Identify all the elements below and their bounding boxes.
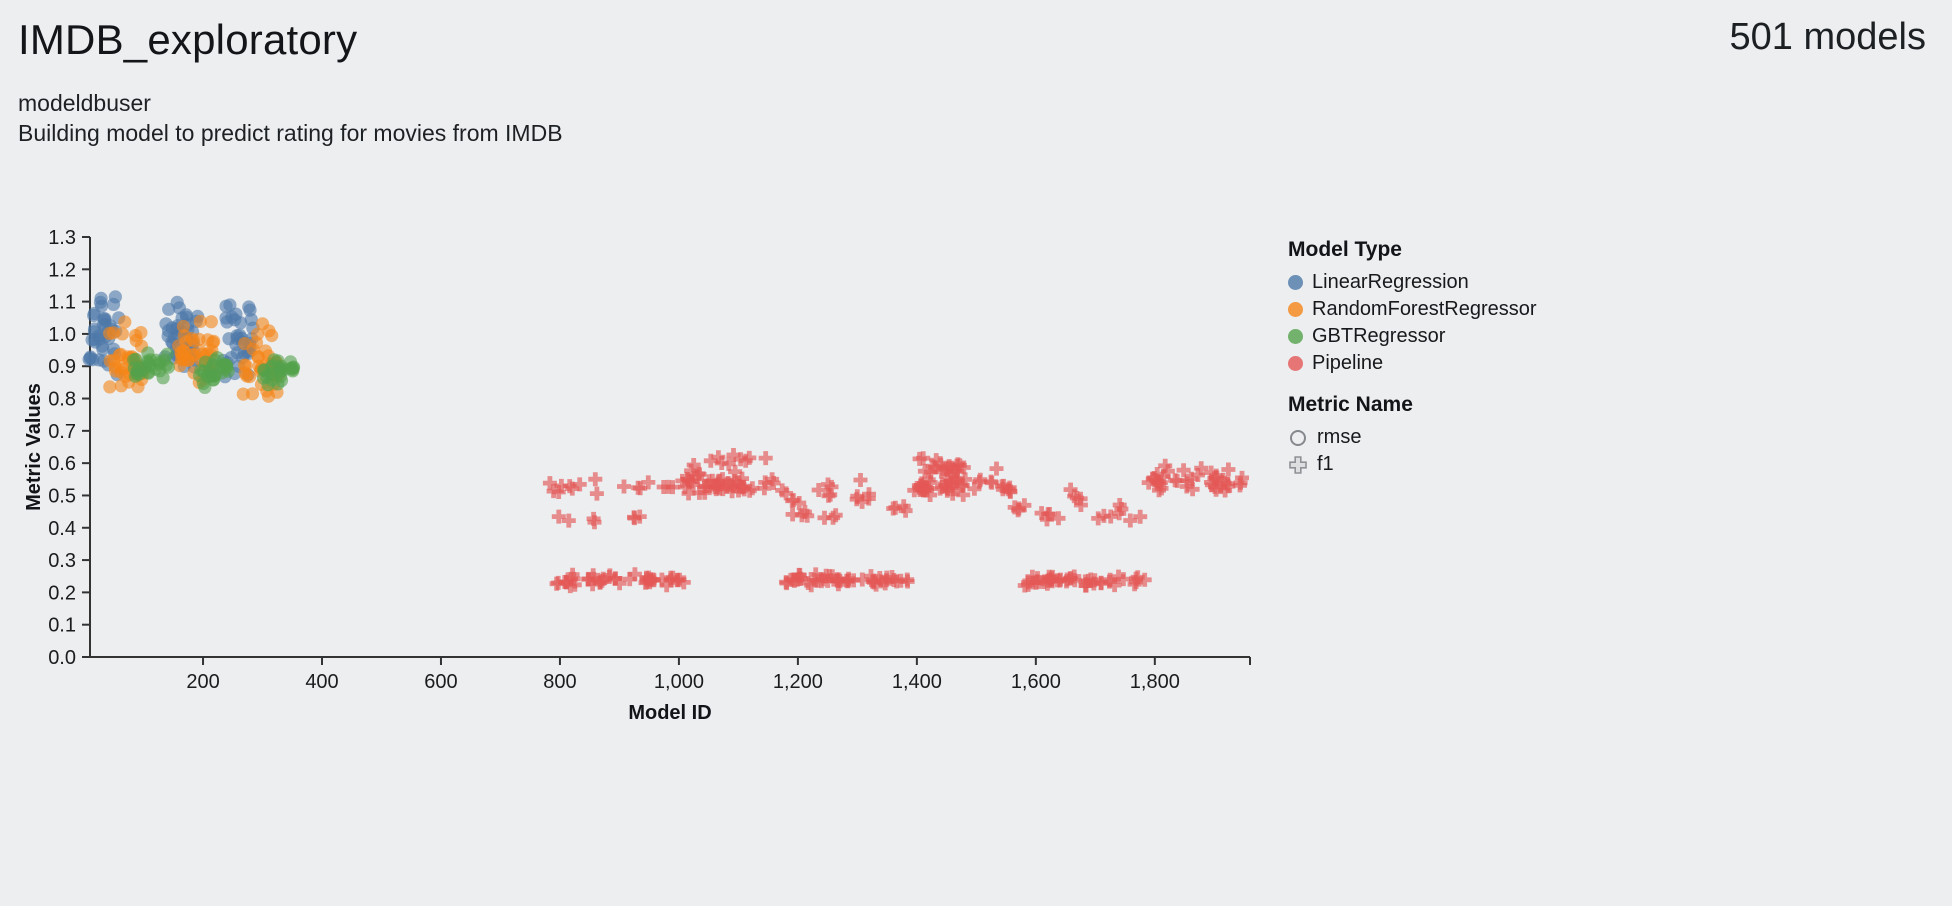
page-title: IMDB_exploratory [18, 16, 358, 63]
page-header: IMDB_exploratory 501 models [18, 16, 1926, 64]
pipeline-swatch-icon [1288, 356, 1303, 371]
legend-model-type-title: Model Type [1288, 238, 1402, 261]
gbtregressor-swatch-icon [1288, 329, 1303, 344]
svg-text:200: 200 [186, 671, 219, 693]
svg-text:0.4: 0.4 [48, 518, 76, 540]
y-axis: 0.0 0.1 0.2 0.3 0.4 0.5 0.6 0.7 0.8 0.9 1.0 1.1 1.2 1… [48, 227, 90, 669]
legend-item-gbtregressor[interactable]: GBTRegressor [1288, 323, 1708, 350]
svg-text:0.7: 0.7 [48, 421, 76, 443]
y-axis-title: Metric Values [23, 383, 45, 511]
project-owner: modeldbuser [18, 90, 151, 116]
legend-item-pipeline[interactable]: Pipeline [1288, 350, 1708, 377]
linearregression-swatch-icon [1288, 275, 1303, 290]
svg-text:1.1: 1.1 [48, 292, 76, 314]
models-count: 501 models [1729, 16, 1926, 58]
legend-item-f1[interactable]: f1 [1288, 451, 1708, 478]
rmse-circle-icon [1290, 429, 1306, 446]
svg-text:800: 800 [543, 671, 576, 693]
svg-text:1,200: 1,200 [773, 671, 823, 693]
randomforestregressor-swatch-icon [1288, 302, 1303, 317]
legend-label-pipeline: Pipeline [1312, 352, 1384, 374]
legend-item-randomforestregressor[interactable]: RandomForestRegressor [1288, 296, 1708, 323]
legend-item-rmse[interactable]: rmse [1288, 424, 1708, 451]
f1-cross-icon [1289, 455, 1307, 474]
svg-text:1.0: 1.0 [48, 324, 76, 346]
svg-text:1.3: 1.3 [48, 227, 76, 249]
svg-text:1.2: 1.2 [48, 259, 76, 281]
project-meta: modeldbuser Building model to predict ra… [18, 88, 563, 148]
svg-text:1,400: 1,400 [892, 671, 942, 693]
chart-area: 0.0 0.1 0.2 0.3 0.4 0.5 0.6 0.7 0.8 0.9 1.0 1.1 1.2 1… [20, 217, 1276, 757]
svg-text:0.8: 0.8 [48, 389, 76, 411]
axes [89, 237, 1250, 658]
svg-text:1,800: 1,800 [1130, 671, 1180, 693]
svg-text:0.9: 0.9 [48, 356, 76, 378]
svg-text:1,600: 1,600 [1011, 671, 1061, 693]
legend-label-rmse: rmse [1317, 426, 1362, 448]
svg-text:0.0: 0.0 [48, 647, 76, 669]
x-axis: 200 400 600 800 1,000 1,200 1,400 1,600 1,800 [186, 657, 1251, 693]
svg-text:0.2: 0.2 [48, 582, 76, 604]
svg-text:0.5: 0.5 [48, 485, 76, 507]
f1-points-layer [542, 448, 1249, 594]
svg-text:400: 400 [305, 671, 338, 693]
svg-text:0.1: 0.1 [48, 615, 76, 637]
svg-text:600: 600 [424, 671, 457, 693]
svg-text:1,000: 1,000 [654, 671, 704, 693]
svg-text:0.3: 0.3 [48, 550, 76, 572]
legend-label-linearregression: LinearRegression [1312, 271, 1469, 293]
chart-legend: Model Type LinearRegression RandomForest… [1288, 238, 1708, 478]
x-axis-title: Model ID [628, 702, 711, 724]
project-description: Building model to predict rating for mov… [18, 120, 563, 146]
legend-label-randomforestregressor: RandomForestRegressor [1312, 298, 1537, 320]
legend-label-gbtregressor: GBTRegressor [1312, 325, 1446, 347]
rmse-points-layer [82, 290, 301, 403]
svg-text:0.6: 0.6 [48, 453, 76, 475]
scatter-plot[interactable]: 0.0 0.1 0.2 0.3 0.4 0.5 0.6 0.7 0.8 0.9 1.0 1.1 1.2 1… [20, 217, 1276, 757]
legend-label-f1: f1 [1317, 453, 1334, 475]
legend-metric-name-title: Metric Name [1288, 393, 1413, 416]
legend-item-linearregression[interactable]: LinearRegression [1288, 269, 1708, 296]
